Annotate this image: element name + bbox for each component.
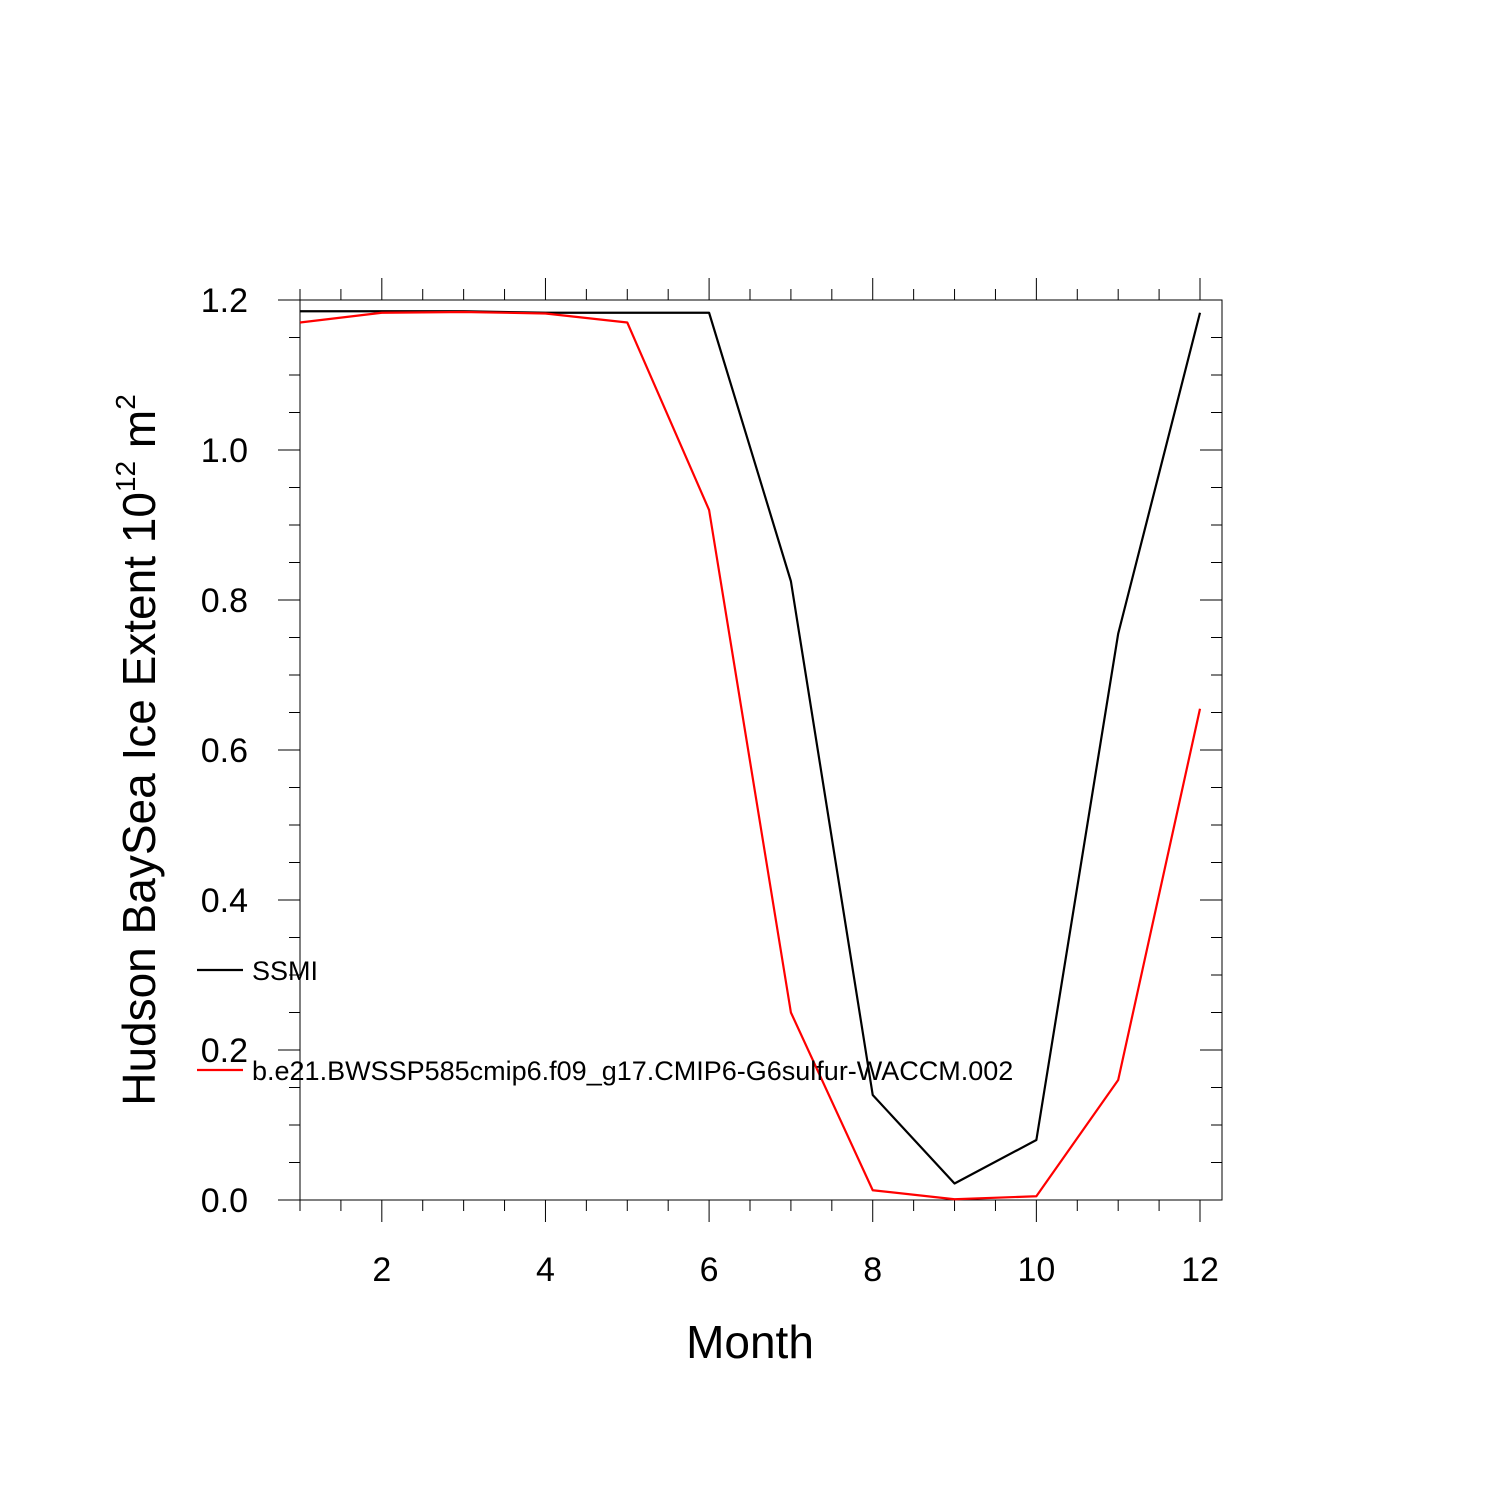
x-tick-label: 2 <box>372 1251 391 1289</box>
y-tick-label: 0.2 <box>201 1032 248 1070</box>
y-axis-label-exponent: 12 <box>110 461 141 492</box>
axis-ticks <box>278 278 1222 1222</box>
legend-label: b.e21.BWSSP585cmip6.f09_g17.CMIP6-G6sulf… <box>252 1056 1013 1086</box>
y-tick-label: 0.6 <box>201 732 248 770</box>
y-tick-label: 1.2 <box>201 282 248 320</box>
y-axis-label-unit-exponent: 2 <box>110 394 141 410</box>
series-line-0 <box>300 310 1202 1185</box>
x-tick-label: 6 <box>700 1251 719 1289</box>
x-tick-label: 12 <box>1181 1251 1219 1289</box>
x-axis-label: Month <box>686 1316 814 1368</box>
legend-label: SSMI <box>252 956 318 986</box>
y-tick-label: 0.8 <box>201 582 248 620</box>
series-lines <box>299 310 1202 1201</box>
x-tick-label: 8 <box>863 1251 882 1289</box>
x-tick-label: 4 <box>536 1251 555 1289</box>
series-line-1 <box>299 310 1202 1201</box>
y-axis-label-unit: m <box>113 410 165 461</box>
legend: SSMI b.e21.BWSSP585cmip6.f09_g17.CMIP6-G6… <box>197 956 1013 1086</box>
axis-tick-labels: 2 4 6 8 10 12 0.0 0.2 0.4 0.6 0.8 1.0 1.2 <box>201 282 1219 1289</box>
y-tick-label: 0.0 <box>201 1182 248 1220</box>
y-tick-label: 1.0 <box>201 432 248 470</box>
x-tick-label: 10 <box>1017 1251 1055 1289</box>
y-tick-label: 0.4 <box>201 882 248 920</box>
y-axis-label-text: Hudson BaySea Ice Extent 10 <box>113 492 165 1106</box>
y-axis-label: Hudson BaySea Ice Extent 1012 m2 <box>110 394 165 1106</box>
